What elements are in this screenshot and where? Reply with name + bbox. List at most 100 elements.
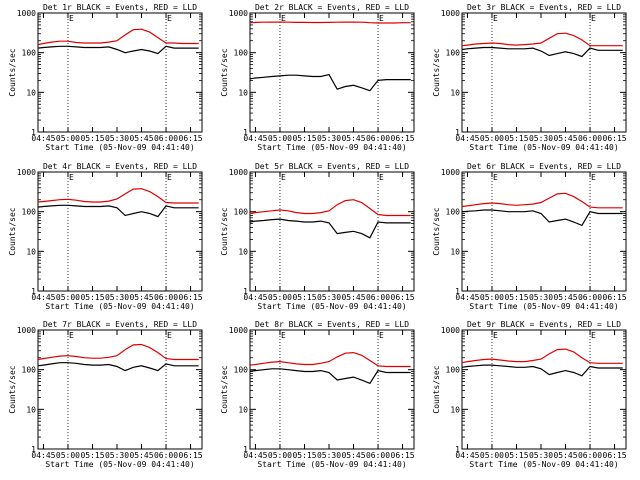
x-tick-label: 05:45	[129, 451, 153, 460]
plot-frame	[461, 329, 627, 450]
x-tick-label: 06:15	[179, 451, 203, 460]
marker-label: E	[167, 14, 172, 23]
y-tick-label: 100	[234, 208, 249, 217]
plot-frame	[461, 12, 627, 133]
chart-title: Det 9r BLACK = Events, RED = LLD	[467, 320, 621, 329]
y-tick-label: 10	[238, 88, 248, 97]
y-tick-label: 1	[455, 287, 460, 296]
marker-label: E	[591, 14, 596, 23]
y-tick-label: 1	[243, 287, 248, 296]
plot-frame	[37, 12, 203, 133]
y-tick-label: 10	[238, 405, 248, 414]
x-tick-label: 05:45	[341, 293, 365, 302]
x-tick-label: 04:45	[31, 293, 55, 302]
series-line-events	[37, 362, 199, 372]
x-tick-label: 05:45	[341, 451, 365, 460]
y-tick-label: 1000	[17, 168, 36, 177]
marker-label: E	[69, 14, 74, 23]
marker-label: E	[281, 14, 286, 23]
marker-label: E	[69, 331, 74, 340]
plot-frame	[249, 329, 415, 450]
x-axis-label: Start Time (05-Nov-09 04:41:40)	[469, 460, 618, 469]
marker-label: E	[379, 331, 384, 340]
y-tick-label: 100	[22, 49, 37, 58]
y-tick-label: 10	[450, 247, 460, 256]
marker-label: E	[167, 173, 172, 182]
y-tick-label: 1	[31, 287, 36, 296]
y-tick-label: 1	[455, 445, 460, 454]
x-tick-label: 06:15	[391, 134, 415, 143]
marker-label: E	[167, 331, 172, 340]
y-tick-label: 100	[446, 366, 461, 375]
x-tick-label: 05:45	[553, 293, 577, 302]
marker-label: E	[379, 14, 384, 23]
y-tick-label: 10	[450, 88, 460, 97]
panel-det-2: Det 2r BLACK = Events, RED = LLD E E 1 10 100…	[220, 3, 415, 152]
series-line-events	[249, 368, 411, 385]
plot-frame	[461, 171, 627, 292]
chart-title: Det 2r BLACK = Events, RED = LLD	[255, 3, 409, 12]
series-line-lld	[461, 348, 623, 364]
x-tick-label: 06:15	[603, 134, 627, 143]
y-tick-label: 100	[22, 208, 37, 217]
panel-det-3: Det 3r BLACK = Events, RED = LLD E E 1 10 100…	[432, 3, 627, 152]
x-tick-label: 05:15	[292, 293, 316, 302]
y-tick-label: 1	[455, 128, 460, 137]
y-tick-label: 1000	[229, 9, 248, 18]
y-tick-label: 10	[238, 247, 248, 256]
x-tick-label: 05:00	[56, 293, 80, 302]
x-tick-label: 05:15	[80, 451, 104, 460]
y-axis-label: Counts/sec	[432, 365, 441, 413]
y-tick-label: 10	[26, 405, 36, 414]
x-tick-label: 05:00	[268, 134, 292, 143]
series-line-events	[249, 218, 411, 239]
x-tick-label: 05:30	[317, 451, 341, 460]
panel-det-7: Det 7r BLACK = Events, RED = LLD E E 1 10 100…	[8, 320, 203, 469]
series-line-lld	[461, 192, 623, 209]
x-tick-label: 05:00	[56, 134, 80, 143]
x-tick-label: 05:00	[480, 134, 504, 143]
marker-label: E	[69, 173, 74, 182]
series-line-lld	[37, 188, 199, 204]
x-tick-label: 04:45	[455, 134, 479, 143]
marker-label: E	[493, 173, 498, 182]
x-axis-label: Start Time (05-Nov-09 04:41:40)	[257, 143, 406, 152]
y-tick-label: 1000	[229, 168, 248, 177]
x-tick-label: 06:15	[179, 293, 203, 302]
x-tick-label: 04:45	[31, 451, 55, 460]
series-line-lld	[249, 351, 411, 368]
x-tick-label: 06:00	[154, 293, 178, 302]
series-line-lld	[461, 32, 623, 47]
x-tick-label: 06:15	[391, 293, 415, 302]
y-tick-label: 1	[243, 445, 248, 454]
y-tick-label: 10	[26, 247, 36, 256]
chart-title: Det 3r BLACK = Events, RED = LLD	[467, 3, 621, 12]
x-tick-label: 05:00	[56, 451, 80, 460]
plot-frame	[37, 329, 203, 450]
x-tick-label: 06:00	[154, 451, 178, 460]
marker-label: E	[591, 331, 596, 340]
x-tick-label: 05:30	[105, 293, 129, 302]
y-axis-label: Counts/sec	[432, 207, 441, 255]
x-tick-label: 05:00	[268, 293, 292, 302]
plot-frame	[37, 171, 203, 292]
y-axis-label: Counts/sec	[220, 48, 229, 96]
series-line-events	[461, 209, 623, 227]
x-tick-label: 06:00	[366, 451, 390, 460]
x-tick-label: 06:00	[578, 134, 602, 143]
x-tick-label: 05:15	[80, 134, 104, 143]
marker-label: E	[591, 173, 596, 182]
x-tick-label: 05:30	[105, 134, 129, 143]
panel-det-5: Det 5r BLACK = Events, RED = LLD E E 1 10 100…	[220, 162, 415, 311]
marker-label: E	[493, 331, 498, 340]
x-tick-label: 06:15	[603, 293, 627, 302]
x-tick-label: 04:45	[243, 293, 267, 302]
series-line-lld	[37, 28, 199, 46]
x-tick-label: 05:45	[129, 293, 153, 302]
y-tick-label: 10	[450, 405, 460, 414]
y-axis-label: Counts/sec	[8, 365, 17, 413]
x-tick-label: 05:00	[480, 293, 504, 302]
y-axis-label: Counts/sec	[220, 365, 229, 413]
plot-frame	[249, 171, 415, 292]
series-line-events	[37, 45, 199, 55]
